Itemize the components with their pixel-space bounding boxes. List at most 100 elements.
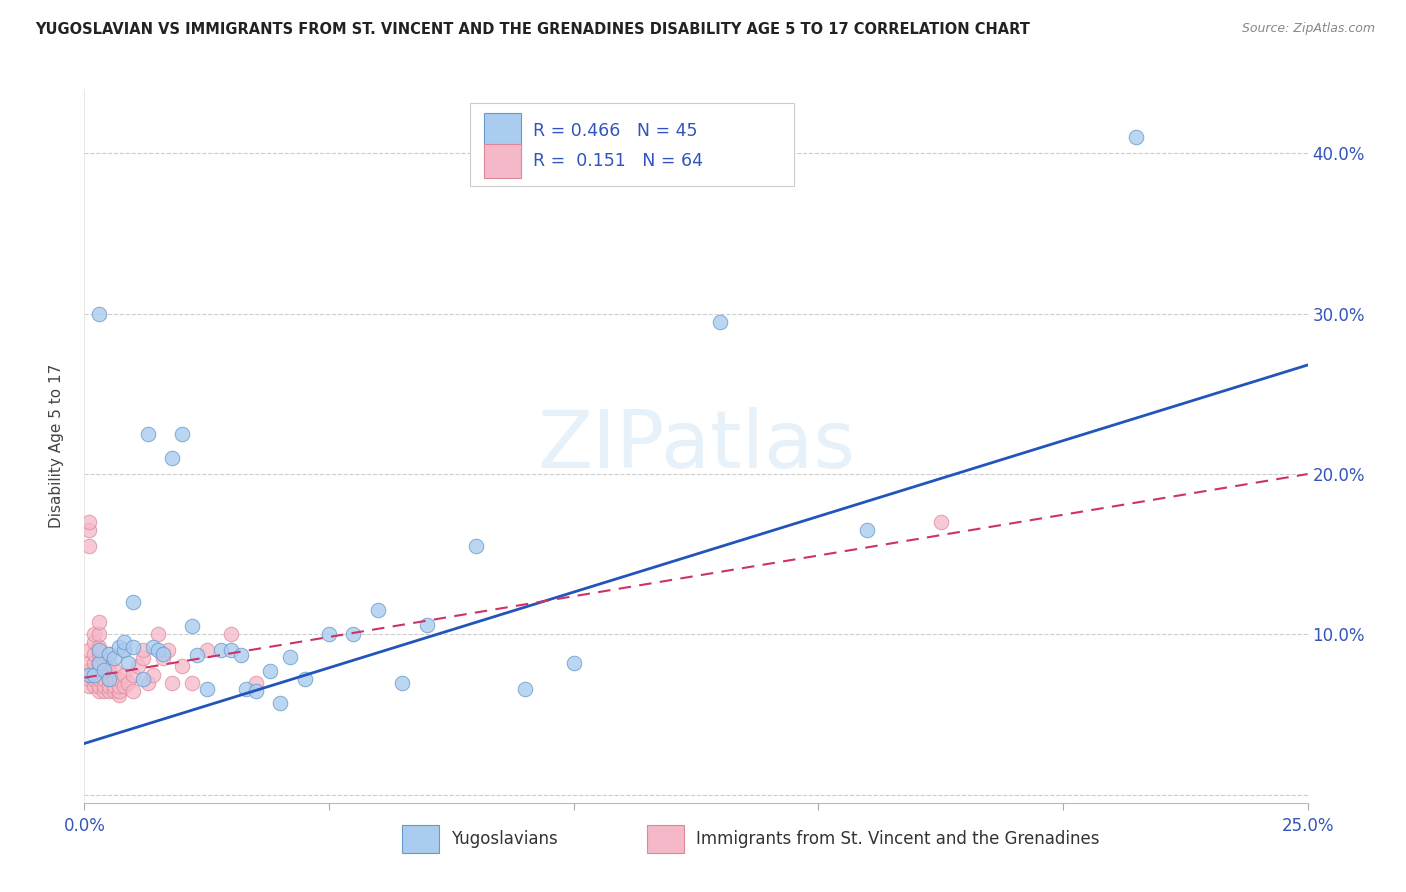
Point xyxy=(146,643,169,657)
Point xyxy=(112,635,135,649)
Point xyxy=(709,315,731,329)
Point xyxy=(107,689,129,703)
Point xyxy=(97,683,120,698)
Point xyxy=(929,515,952,529)
Point xyxy=(112,643,135,657)
Point xyxy=(87,663,110,677)
Point xyxy=(97,673,120,687)
Point xyxy=(245,675,267,690)
Point xyxy=(156,643,179,657)
Point xyxy=(107,673,129,687)
FancyBboxPatch shape xyxy=(402,825,439,853)
Point xyxy=(93,683,115,698)
Text: Immigrants from St. Vincent and the Grenadines: Immigrants from St. Vincent and the Gren… xyxy=(696,830,1099,848)
Point xyxy=(513,681,536,696)
Point xyxy=(83,627,105,641)
Point xyxy=(152,647,174,661)
Point xyxy=(342,627,364,641)
Point xyxy=(464,539,486,553)
Point xyxy=(77,539,100,553)
Point xyxy=(87,307,110,321)
Point xyxy=(83,673,105,687)
Point xyxy=(87,640,110,655)
Point xyxy=(97,673,120,687)
Point xyxy=(93,663,115,677)
Point xyxy=(219,643,242,657)
Point xyxy=(97,647,120,661)
Point xyxy=(117,657,139,671)
Point xyxy=(391,675,413,690)
Point xyxy=(562,657,585,671)
Point xyxy=(83,657,105,671)
Point xyxy=(83,667,105,681)
Point xyxy=(107,679,129,693)
Point xyxy=(87,643,110,657)
Point xyxy=(127,659,149,673)
Point xyxy=(181,619,204,633)
Point xyxy=(278,649,301,664)
Point xyxy=(132,651,155,665)
Point xyxy=(87,683,110,698)
Point xyxy=(172,659,194,673)
Point xyxy=(1125,130,1147,145)
Point xyxy=(112,643,135,657)
Point xyxy=(219,627,242,641)
FancyBboxPatch shape xyxy=(647,825,683,853)
Point xyxy=(83,679,105,693)
Point xyxy=(142,667,165,681)
Point xyxy=(103,683,125,698)
Point xyxy=(77,667,100,681)
Point xyxy=(122,683,145,698)
Point xyxy=(162,450,184,465)
Point xyxy=(87,615,110,629)
Point xyxy=(269,697,291,711)
Point xyxy=(103,679,125,693)
Point xyxy=(93,679,115,693)
Point xyxy=(122,595,145,609)
Point xyxy=(103,651,125,665)
Point xyxy=(107,683,129,698)
Text: YUGOSLAVIAN VS IMMIGRANTS FROM ST. VINCENT AND THE GRENADINES DISABILITY AGE 5 T: YUGOSLAVIAN VS IMMIGRANTS FROM ST. VINCE… xyxy=(35,22,1031,37)
Point xyxy=(259,665,281,679)
Point xyxy=(416,617,439,632)
Point xyxy=(77,523,100,537)
Point xyxy=(77,643,100,657)
Point xyxy=(181,675,204,690)
Text: ZIPatlas: ZIPatlas xyxy=(537,407,855,485)
Point xyxy=(142,640,165,655)
Text: Yugoslavians: Yugoslavians xyxy=(451,830,558,848)
Point xyxy=(97,657,120,671)
Point xyxy=(93,663,115,677)
Point xyxy=(103,663,125,677)
Point xyxy=(77,663,100,677)
Text: Source: ZipAtlas.com: Source: ZipAtlas.com xyxy=(1241,22,1375,36)
Point xyxy=(172,427,194,442)
Point xyxy=(122,667,145,681)
Point xyxy=(186,648,208,663)
FancyBboxPatch shape xyxy=(484,113,522,148)
Point xyxy=(97,679,120,693)
Point xyxy=(195,681,218,696)
Point xyxy=(235,681,257,696)
FancyBboxPatch shape xyxy=(470,103,794,186)
Point xyxy=(294,673,316,687)
Point xyxy=(245,683,267,698)
Point xyxy=(87,627,110,641)
Point xyxy=(229,648,252,663)
Point xyxy=(87,679,110,693)
Point xyxy=(83,647,105,661)
Point xyxy=(97,647,120,661)
Point xyxy=(136,675,159,690)
Point xyxy=(83,663,105,677)
Point xyxy=(87,657,110,671)
Point xyxy=(136,427,159,442)
Text: R = 0.466   N = 45: R = 0.466 N = 45 xyxy=(533,121,697,139)
Point xyxy=(93,673,115,687)
Y-axis label: Disability Age 5 to 17: Disability Age 5 to 17 xyxy=(49,364,63,528)
FancyBboxPatch shape xyxy=(484,145,522,178)
Point xyxy=(122,640,145,655)
Point xyxy=(93,657,115,671)
Point xyxy=(132,643,155,657)
Point xyxy=(77,679,100,693)
Point xyxy=(117,675,139,690)
